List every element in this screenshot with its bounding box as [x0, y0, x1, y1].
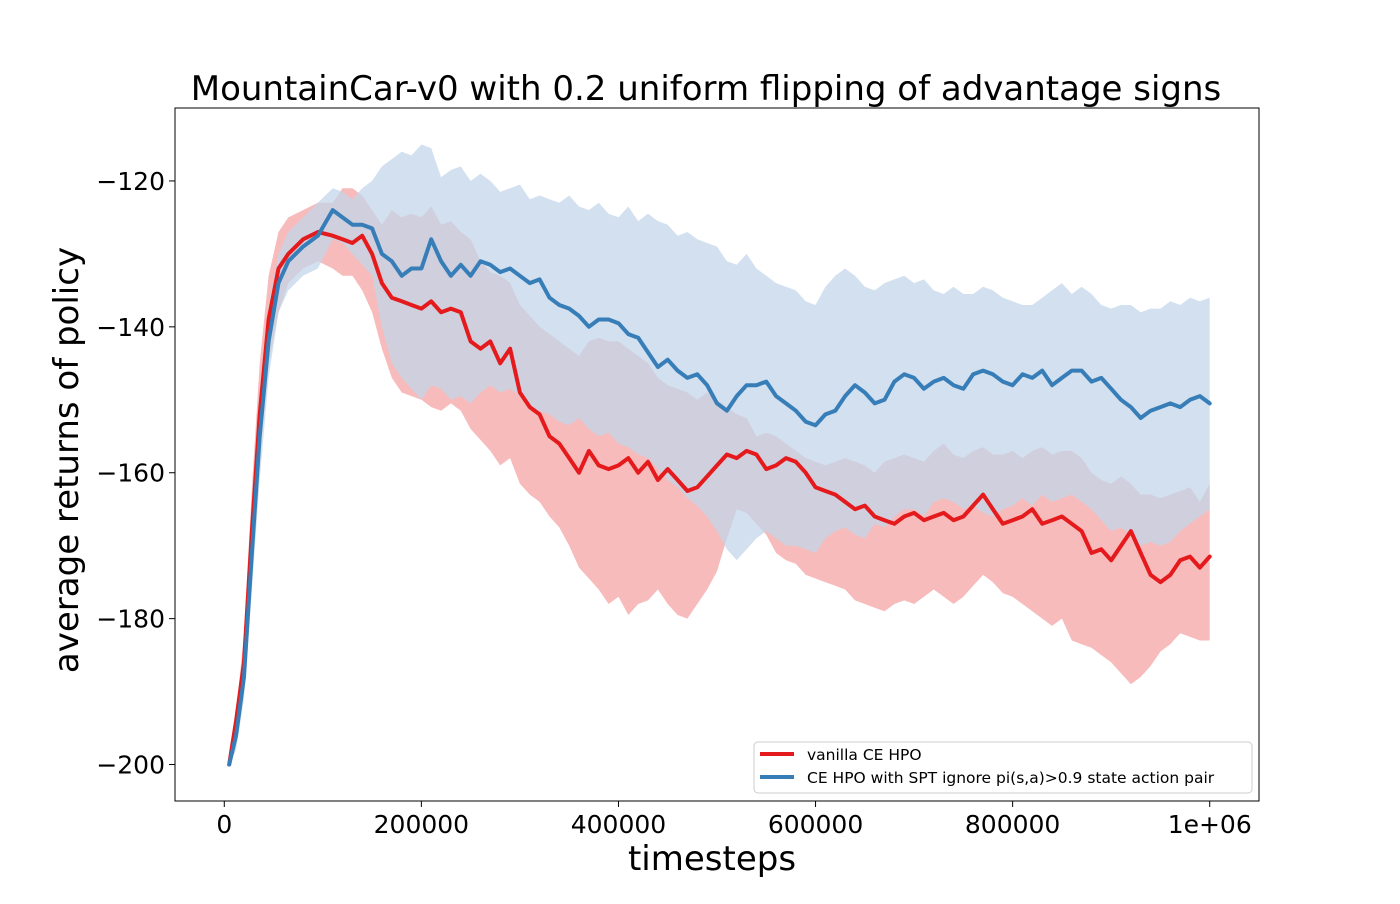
y-axis-ticks: −200 −180 −160 −140 −120: [96, 167, 175, 780]
x-tick-label: 1e+06: [1168, 810, 1252, 839]
legend-label-spt: CE HPO with SPT ignore pi(s,a)>0.9 state…: [807, 769, 1215, 787]
line-spt: [227, 208, 1212, 767]
y-tick-label: −200: [96, 751, 165, 780]
chart-title: MountainCar-v0 with 0.2 uniform flipping…: [191, 69, 1222, 109]
x-tick-label: 400000: [571, 810, 666, 839]
y-tick-label: −140: [96, 313, 165, 342]
band-spt: [229, 144, 1210, 765]
y-axis-label: average returns of policy: [47, 247, 87, 673]
confidence-bands: [229, 144, 1210, 765]
series-lines: [227, 208, 1212, 767]
legend-label-vanilla: vanilla CE HPO: [807, 746, 922, 764]
x-axis-ticks: 0 200000 400000 600000 800000 1e+06: [216, 801, 1252, 839]
x-tick-label: 600000: [768, 810, 863, 839]
legend-box: [753, 741, 1253, 794]
x-tick-label: 0: [216, 810, 232, 839]
y-tick-label: −160: [96, 459, 165, 488]
x-axis-label: timesteps: [628, 839, 796, 879]
y-tick-label: −180: [96, 605, 165, 634]
line-vanilla: [227, 230, 1212, 767]
x-tick-label: 200000: [374, 810, 469, 839]
x-tick-label: 800000: [965, 810, 1060, 839]
plot-frame: [174, 107, 1260, 802]
y-tick-label: −120: [96, 167, 165, 196]
legend: vanilla CE HPO CE HPO with SPT ignore pi…: [753, 741, 1253, 794]
